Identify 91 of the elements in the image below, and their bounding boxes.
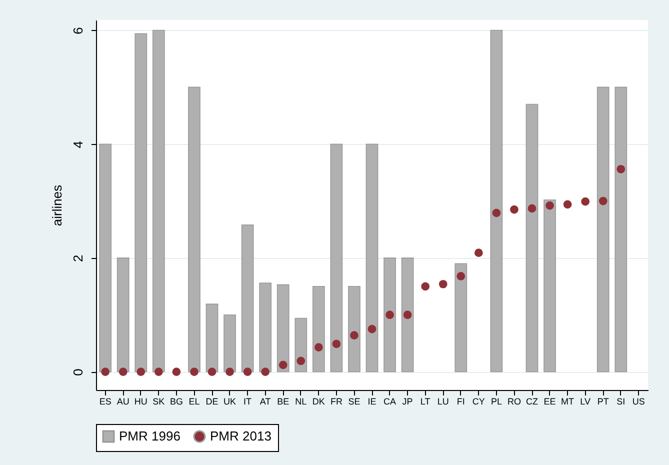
point [598, 196, 608, 206]
point [118, 368, 128, 376]
y-tick-label: 6 [70, 27, 86, 34]
point [226, 368, 234, 376]
x-tick-label: JP [402, 396, 413, 406]
bar [152, 30, 165, 372]
x-tick-label: SI [616, 396, 626, 406]
x-tick-label: UK [224, 396, 236, 406]
bar [99, 144, 112, 372]
x-tick-label: AT [260, 396, 272, 406]
x-tick-label: RO [507, 396, 521, 406]
point [492, 208, 501, 218]
bar [206, 304, 218, 372]
x-tick-label: SE [348, 396, 360, 406]
point [154, 368, 163, 376]
point [386, 310, 394, 320]
x-tick-label: BE [277, 396, 290, 406]
point [101, 368, 110, 376]
bar [294, 318, 308, 372]
bar [259, 282, 272, 372]
x-tick-label: SK [152, 396, 165, 406]
bar [312, 286, 325, 372]
point [456, 272, 466, 280]
point [190, 368, 198, 376]
bar [116, 258, 130, 372]
point [350, 331, 358, 340]
x-tick-label: MT [561, 396, 575, 406]
bar [384, 258, 396, 372]
point [172, 368, 181, 376]
point [403, 310, 412, 320]
bar [401, 258, 414, 372]
bar [366, 144, 378, 372]
x-tick-label: BG [170, 396, 183, 406]
point [510, 205, 518, 214]
point [296, 356, 306, 366]
x-tick-label: IE [368, 396, 376, 406]
x-tick-label: EL [188, 396, 200, 406]
bar [134, 33, 148, 372]
bar [188, 86, 200, 372]
x-tick-label: HU [134, 396, 148, 406]
point [314, 343, 323, 352]
y-tick-label: 2 [70, 254, 86, 262]
x-tick-label: LT [420, 396, 431, 406]
bar [544, 199, 556, 372]
bar [276, 284, 290, 372]
x-tick-label: DK [312, 396, 325, 406]
x-tick-label: CZ [526, 396, 538, 406]
point [581, 197, 590, 206]
point [368, 324, 376, 334]
x-tick-label: NL [295, 396, 307, 406]
point [136, 368, 146, 376]
point [546, 201, 554, 210]
bar [224, 314, 236, 372]
x-tick-label: ES [99, 396, 112, 406]
point [208, 368, 216, 376]
point [528, 204, 536, 213]
x-tick-label: PT [597, 396, 610, 406]
bar [348, 286, 360, 372]
bar [596, 86, 610, 372]
point [261, 368, 270, 376]
point [421, 282, 430, 291]
x-tick-label: PL [490, 396, 502, 406]
x-tick-label: CY [472, 396, 485, 406]
x-tick-label: IT [244, 396, 252, 406]
bar [526, 104, 538, 372]
legend-label: PMR 2013 [210, 428, 272, 444]
point [243, 368, 252, 376]
x-tick-label: EE [544, 396, 556, 406]
bar [330, 144, 343, 372]
bar [454, 263, 468, 372]
y-tick-label: 4 [70, 140, 86, 148]
point [438, 280, 448, 288]
x-tick-label: LV [580, 396, 591, 406]
y-tick-label: 0 [70, 368, 86, 376]
x-tick-label: CA [384, 396, 396, 406]
x-tick-label: AU [116, 396, 130, 406]
y-axis-title: airlines [50, 184, 64, 226]
x-tick-label: FR [330, 396, 343, 406]
x-tick-label: DE [206, 396, 218, 406]
bar [241, 224, 254, 372]
point [278, 360, 288, 370]
bar [614, 86, 628, 372]
bar [490, 30, 503, 372]
point [332, 340, 341, 348]
x-tick-label: FI [456, 396, 465, 406]
point [474, 248, 483, 257]
point [563, 200, 572, 209]
point [616, 164, 626, 174]
legend-label: PMR 1996 [119, 428, 180, 444]
x-tick-label: US [632, 396, 645, 406]
x-tick-label: LU [437, 396, 449, 406]
